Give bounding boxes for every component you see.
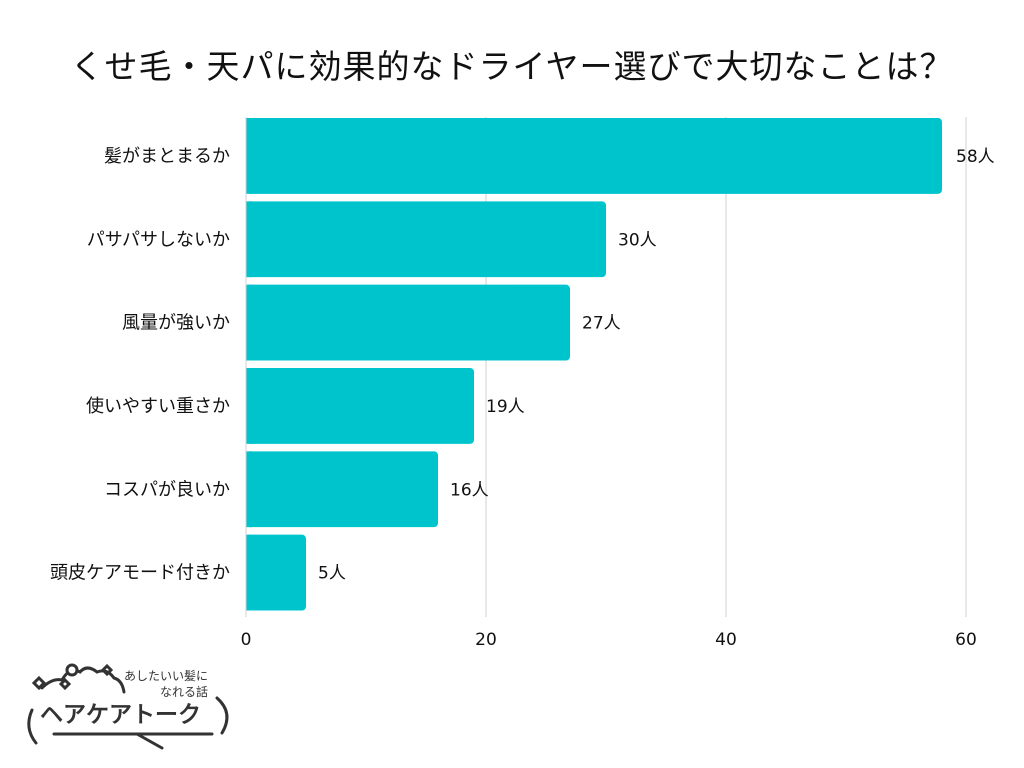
data-label: 27人: [582, 314, 621, 334]
x-tick-label: 60: [955, 630, 977, 650]
bar: [246, 118, 942, 194]
category-label: コスパが良いか: [104, 479, 230, 500]
data-label: 19人: [486, 397, 525, 417]
chart-title: くせ毛・天パに効果的なドライヤー選びで大切なことは？: [70, 47, 954, 86]
bar: [246, 534, 306, 611]
bar: [246, 201, 606, 278]
logo-name: ヘアケアトーク: [40, 702, 201, 728]
data-label: 16人: [450, 480, 489, 500]
logo-bubble-left: [27, 708, 38, 745]
data-label: 58人: [956, 147, 995, 167]
data-label: 5人: [318, 564, 346, 584]
logo-tagline-1: あしたいい髪に: [124, 669, 208, 683]
bar-edge: [246, 368, 252, 444]
x-tick-label: 20: [475, 630, 497, 650]
bar: [246, 451, 438, 528]
category-label: 風量が強いか: [122, 313, 230, 334]
bar-edge: [246, 201, 252, 278]
x-tick-label: 0: [241, 630, 252, 650]
bar: [246, 368, 474, 444]
bar-edge: [246, 284, 252, 361]
bar-edge: [246, 534, 252, 611]
logo-tagline-2: なれる話: [160, 684, 208, 699]
data-label: 30人: [618, 230, 657, 250]
hair-care-talk-logo: あしたいい髪に なれる話 ヘアケアトーク: [27, 663, 229, 750]
bar-edge: [246, 451, 252, 528]
category-label: 髪がまとまるか: [104, 145, 230, 167]
category-label: パサパサしないか: [87, 229, 230, 250]
logo-bubble-right: [215, 696, 229, 735]
category-label: 使いやすい重さか: [86, 396, 230, 417]
category-label: 頭皮ケアモード付きか: [50, 563, 230, 584]
x-tick-label: 40: [715, 630, 737, 650]
bar-edge: [246, 118, 252, 194]
bar: [246, 284, 570, 361]
